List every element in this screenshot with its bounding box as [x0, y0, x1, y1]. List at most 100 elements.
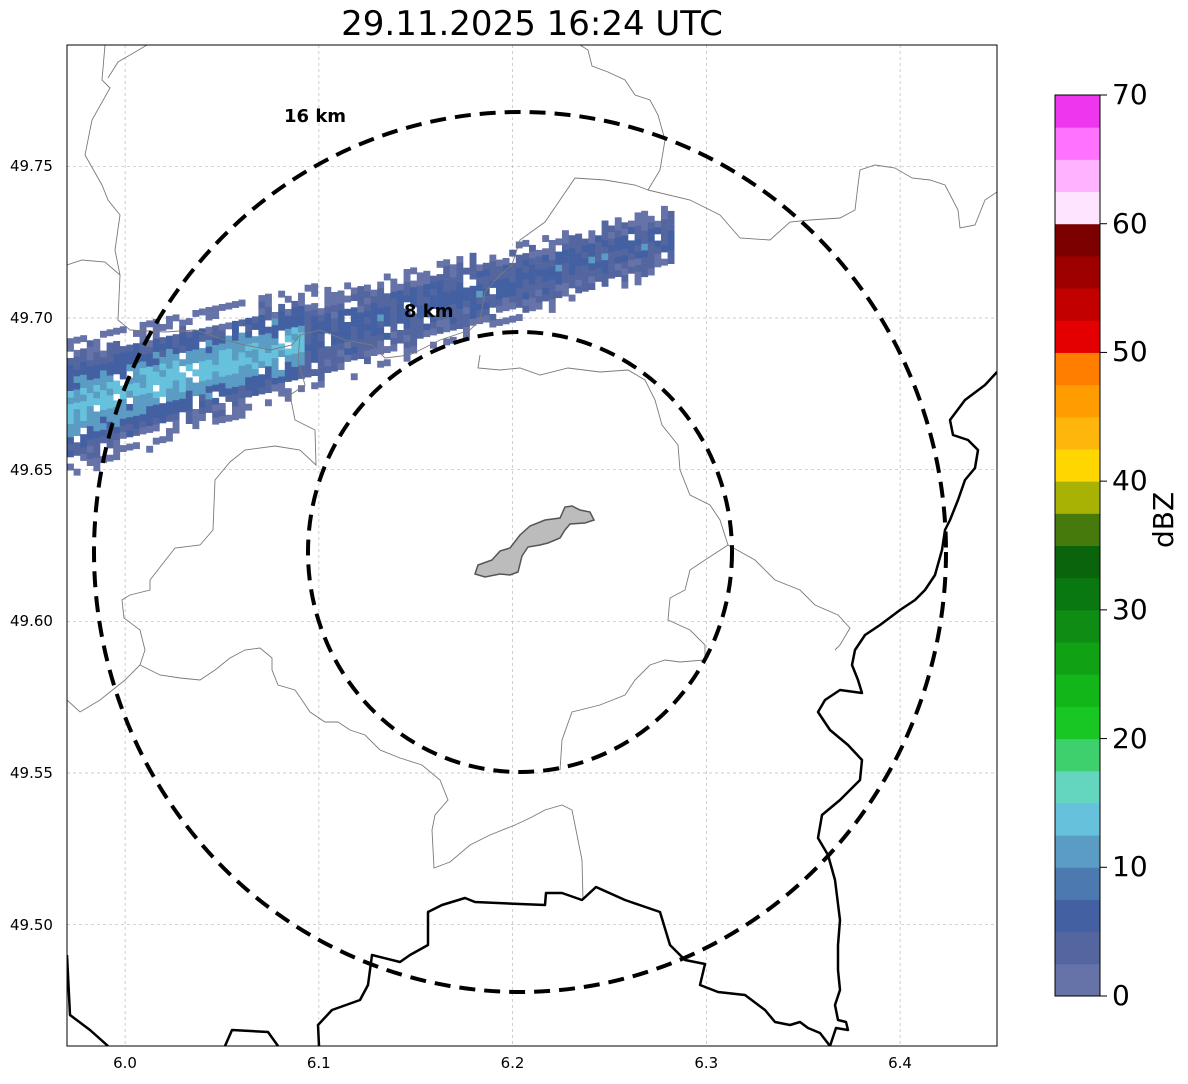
echo-pixel: [258, 301, 266, 309]
echo-pixel: [205, 406, 213, 413]
echo-pixel: [621, 268, 629, 276]
echo-pixel: [522, 272, 530, 280]
echo-pixel: [403, 295, 411, 303]
echo-pixel: [337, 336, 345, 344]
echo-pixel: [218, 409, 226, 417]
echo-pixel: [271, 364, 279, 372]
echo-pixel: [86, 366, 94, 374]
echo-pixel: [126, 410, 134, 418]
echo-pixel: [185, 384, 193, 391]
echo-pixel: [641, 263, 649, 271]
echo-pixel: [291, 360, 299, 368]
echo-pixel: [489, 267, 497, 275]
echo-pixel: [509, 249, 517, 257]
echo-pixel: [100, 403, 107, 411]
echo-pixel: [100, 423, 107, 431]
echo-pixel: [251, 316, 259, 324]
echo-pixel: [126, 417, 134, 425]
echo-pixel: [67, 417, 74, 425]
colorbar-swatch: [1055, 481, 1100, 514]
echo-pixel: [482, 309, 490, 316]
echo-pixel: [80, 355, 88, 362]
echo-pixel: [258, 308, 266, 316]
echo-pixel: [456, 262, 464, 270]
echo-pixel: [562, 250, 569, 257]
echo-pixel: [390, 324, 398, 332]
echo-pixel: [377, 308, 385, 315]
echo-pixel: [370, 349, 378, 356]
echo-pixel: [568, 241, 576, 249]
echo-pixel: [595, 235, 602, 243]
echo-pixel: [218, 323, 226, 331]
colorbar-tick-label: 40: [1112, 464, 1148, 498]
echo-pixel: [152, 332, 160, 339]
echo-pixel: [562, 263, 569, 271]
echo-pixel: [86, 393, 94, 400]
echo-pixel: [192, 349, 200, 357]
echo-pixel: [403, 335, 411, 342]
echo-pixel: [80, 407, 88, 415]
echo-pixel: [436, 274, 444, 281]
echo-pixel: [482, 269, 490, 277]
echo-pixel: [152, 424, 160, 432]
echo-pixel: [529, 304, 536, 312]
echo-pixel: [225, 381, 233, 389]
echo-pixel: [146, 419, 154, 427]
echo-pixel: [93, 418, 101, 425]
echo-pixel: [67, 397, 74, 405]
echo-pixel: [67, 430, 74, 438]
echo-pixel: [489, 254, 497, 262]
echo-pixel: [179, 398, 187, 406]
echo-pixel: [621, 275, 629, 282]
echo-pixel: [232, 406, 239, 414]
echo-pixel: [205, 333, 213, 341]
echo-pixel: [496, 259, 503, 267]
echo-pixel: [403, 341, 411, 349]
echo-pixel: [575, 253, 583, 261]
echo-pixel: [568, 261, 576, 269]
echo-pixel: [225, 302, 233, 310]
echo-pixel: [166, 408, 173, 416]
echo-pixel: [482, 289, 490, 297]
echo-pixel: [100, 377, 107, 384]
echo-pixel: [331, 305, 338, 313]
echo-pixel: [311, 303, 319, 310]
echo-pixel: [324, 366, 332, 373]
echo-pixel: [152, 358, 160, 366]
echo-pixel: [106, 415, 114, 422]
echo-pixel: [113, 327, 121, 335]
echo-pixel: [146, 366, 154, 374]
colorbar-swatch: [1055, 95, 1100, 128]
echo-pixel: [265, 399, 272, 407]
echo-pixel: [364, 324, 371, 332]
echo-pixel: [245, 403, 253, 411]
echo-pixel: [225, 375, 233, 383]
echo-pixel: [232, 301, 239, 308]
echo-pixel: [146, 360, 154, 367]
echo-pixel: [67, 450, 74, 458]
echo-pixel: [192, 356, 200, 364]
echo-pixel: [456, 315, 464, 323]
echo-pixel: [469, 259, 477, 267]
echo-pixel: [476, 284, 484, 292]
echo-pixel: [634, 212, 642, 220]
echo-pixel: [397, 336, 404, 344]
echo-pixel: [482, 282, 490, 290]
echo-pixel: [588, 236, 596, 244]
echo-pixel: [661, 238, 668, 246]
echo-pixel: [383, 313, 391, 320]
echo-pixel: [403, 328, 411, 336]
echo-pixel: [225, 395, 233, 402]
echo-pixel: [614, 230, 622, 238]
echo-pixel: [80, 414, 88, 422]
echo-pixel: [350, 313, 358, 321]
echo-pixel: [265, 372, 272, 380]
echo-pixel: [113, 413, 121, 421]
echo-pixel: [258, 341, 266, 349]
echo-pixel: [218, 403, 226, 410]
echo-pixel: [621, 222, 629, 230]
echo-pixel: [245, 357, 253, 365]
echo-pixel: [251, 369, 259, 377]
echo-pixel: [80, 401, 88, 409]
echo-pixel: [364, 357, 371, 365]
